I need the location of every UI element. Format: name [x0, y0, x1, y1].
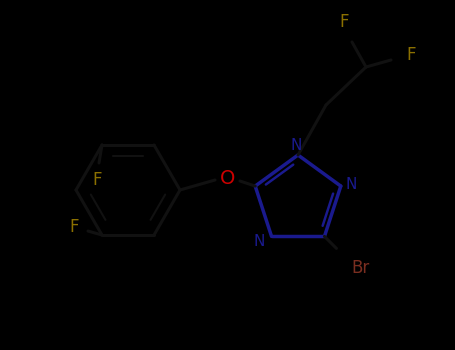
Text: F: F [69, 218, 79, 236]
Text: F: F [92, 171, 102, 189]
Text: F: F [406, 46, 416, 64]
Text: O: O [220, 168, 236, 188]
Text: N: N [345, 177, 356, 191]
Text: F: F [339, 13, 349, 31]
Text: N: N [254, 234, 265, 249]
Text: Br: Br [351, 259, 369, 278]
Text: N: N [290, 138, 302, 153]
